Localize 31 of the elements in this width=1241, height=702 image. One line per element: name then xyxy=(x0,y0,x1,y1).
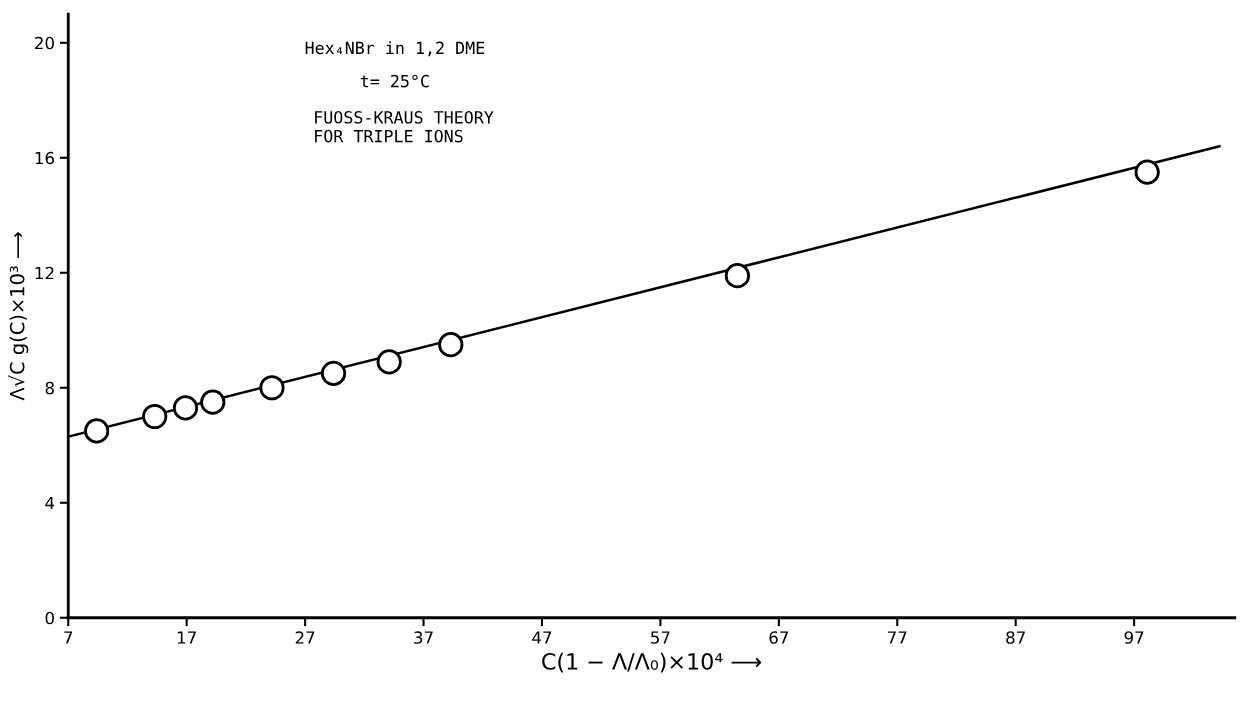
annotation: Hex₄NBr in 1,2 DME xyxy=(305,41,485,57)
point xyxy=(438,332,464,358)
point xyxy=(142,403,168,430)
y-axis-title: Λ√C g(C)×10³ ⟶ xyxy=(8,232,29,401)
point xyxy=(172,395,199,421)
x-tick-label: 77 xyxy=(888,631,907,644)
x-tick-label: 7 xyxy=(64,631,73,644)
point xyxy=(376,349,402,375)
y-tick-label: 8 xyxy=(45,381,54,395)
y-tick-label: 4 xyxy=(45,496,55,510)
y-tick-label: 12 xyxy=(35,266,54,280)
annotation: FUOSS-KRAUS THEORY FOR TRIPLE IONS xyxy=(315,111,494,143)
point xyxy=(259,375,285,401)
x-tick-label: 97 xyxy=(1124,631,1144,644)
point xyxy=(84,418,110,444)
x-axis-title: C(1 − Λ/Λ₀)×10⁴ ⟶ xyxy=(542,652,762,673)
point xyxy=(1134,159,1160,185)
y-tick-label: 20 xyxy=(35,36,54,50)
x-tick-label: 27 xyxy=(295,631,315,644)
x-tick-label: 37 xyxy=(414,631,433,644)
y-tick-label: 16 xyxy=(35,151,55,165)
x-tick-label: 87 xyxy=(1006,631,1025,644)
x-tick-label: 17 xyxy=(177,631,196,644)
x-tick-label: 47 xyxy=(532,631,552,644)
y-tick-label: 0 xyxy=(45,611,54,625)
x-tick-label: 57 xyxy=(651,631,670,644)
point xyxy=(200,389,226,415)
x-tick-label: 67 xyxy=(769,631,789,644)
annotation: t= 25°C xyxy=(360,74,429,88)
point xyxy=(320,360,347,386)
point xyxy=(724,263,750,289)
